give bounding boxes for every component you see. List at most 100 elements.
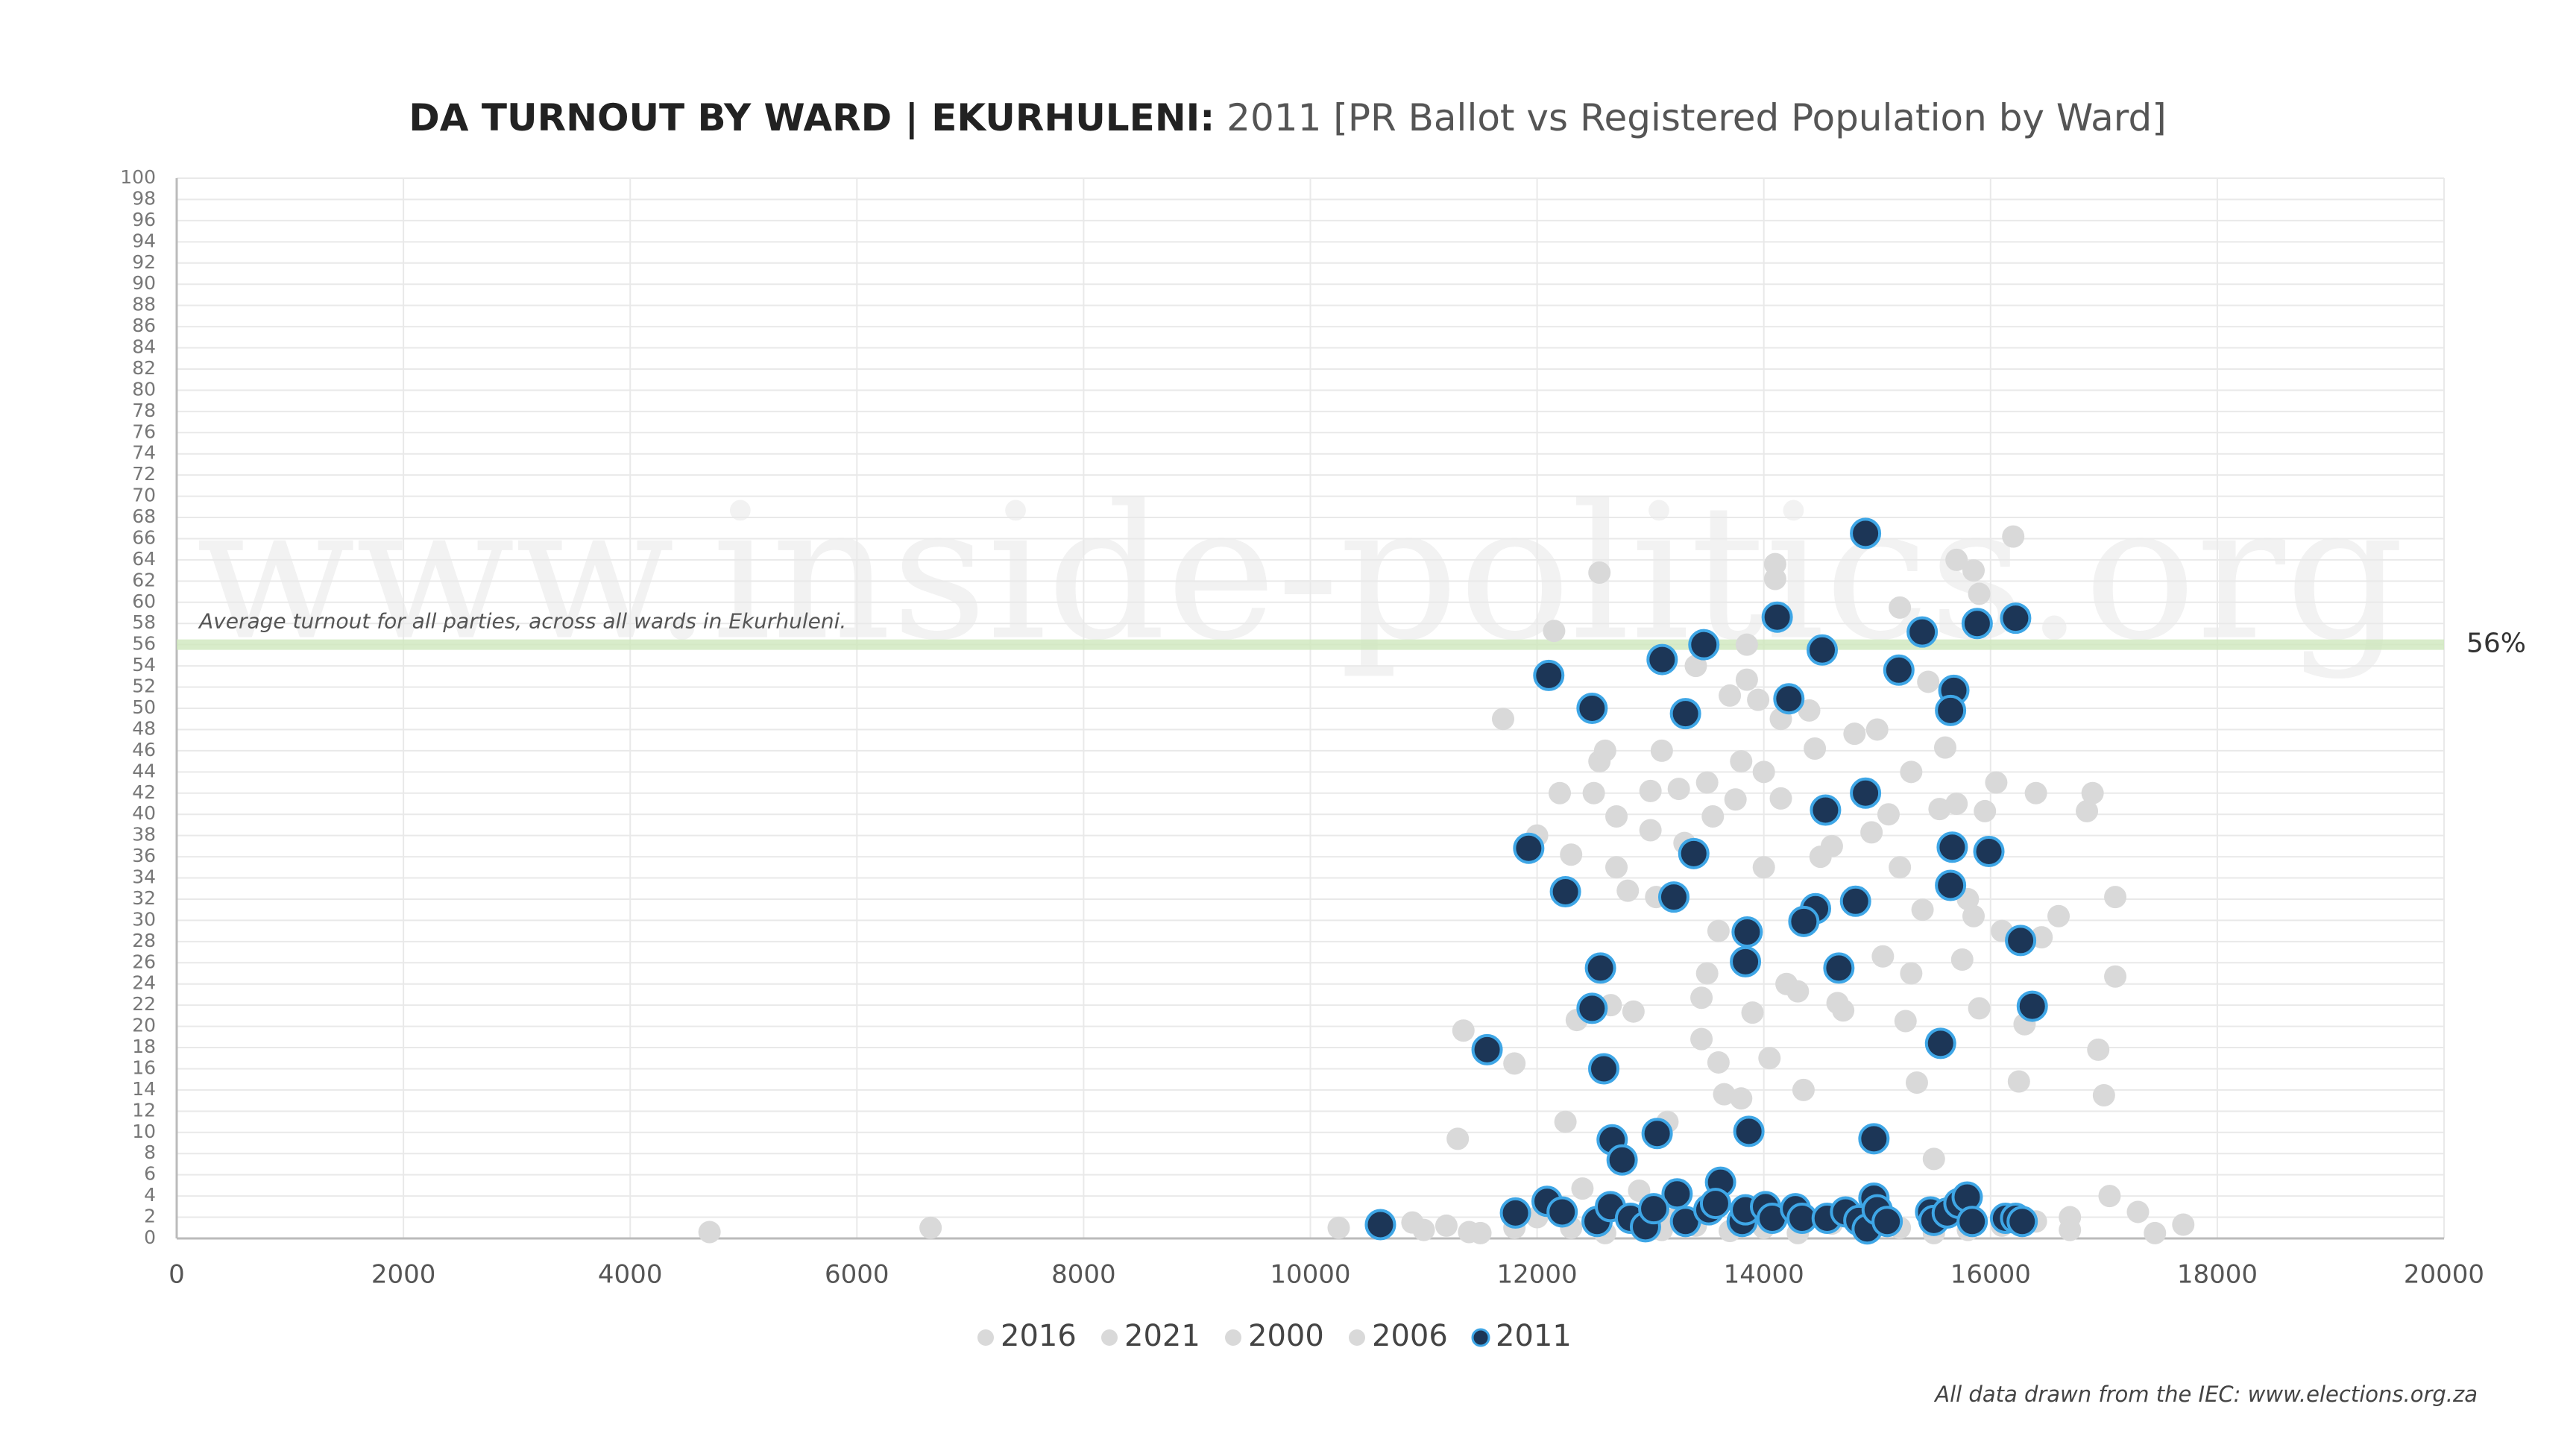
data-point	[1690, 1027, 1713, 1051]
data-point	[1491, 708, 1514, 731]
y-tick-label: 88	[132, 294, 156, 315]
data-point	[1650, 739, 1673, 762]
y-tick-label: 56	[132, 633, 156, 655]
y-tick-label: 64	[132, 548, 156, 570]
y-tick-label: 12	[132, 1099, 156, 1121]
data-point	[1616, 879, 1640, 902]
data-point	[1688, 629, 1720, 661]
data-point	[1924, 1027, 1956, 1059]
data-point	[1839, 885, 1871, 917]
x-tick-label: 8000	[1051, 1260, 1116, 1290]
data-point	[1871, 1206, 1903, 1238]
y-tick-label: 60	[132, 591, 156, 612]
y-tick-label: 96	[132, 209, 156, 230]
legend-label: 2011	[1496, 1319, 1572, 1353]
data-point	[1638, 1193, 1670, 1225]
data-point	[1713, 1083, 1736, 1106]
data-point	[1865, 718, 1889, 741]
y-tick-label: 72	[132, 463, 156, 485]
data-point	[1719, 684, 1742, 707]
data-point	[2047, 904, 2070, 928]
x-tick-label: 16000	[1950, 1260, 2031, 1290]
data-point	[1549, 781, 1572, 804]
y-tick-label: 48	[132, 717, 156, 739]
data-point	[1735, 633, 1758, 656]
data-point	[1889, 856, 1912, 879]
data-point	[1513, 832, 1545, 864]
chart-title-group: DA TURNOUT BY WARD | EKURHULENI: 2011 [P…	[409, 96, 2166, 139]
y-tick-label: 54	[132, 654, 156, 676]
y-tick-label: 58	[132, 611, 156, 633]
data-point	[1669, 698, 1701, 730]
data-point	[1900, 760, 1923, 784]
x-tick-label: 18000	[2177, 1260, 2258, 1290]
chart-title: DA TURNOUT BY WARD | EKURHULENI:	[409, 96, 1215, 139]
data-point	[1588, 1053, 1620, 1085]
data-point	[1911, 898, 1934, 922]
data-point	[1560, 843, 1583, 866]
data-point	[1701, 805, 1725, 828]
data-point	[2006, 1206, 2038, 1238]
y-tick-label: 38	[132, 824, 156, 845]
data-point	[1469, 1221, 1492, 1244]
data-point	[1646, 643, 1678, 676]
y-tick-label: 16	[132, 1056, 156, 1078]
x-tick-label: 14000	[1724, 1260, 1804, 1290]
y-tick-label: 44	[132, 760, 156, 781]
data-point	[1968, 997, 1991, 1020]
data-point	[1741, 1001, 1764, 1024]
data-point	[2000, 602, 2032, 634]
data-point	[1446, 1127, 1470, 1150]
data-point	[1950, 948, 1974, 971]
data-point	[1961, 608, 1993, 640]
data-point	[1807, 634, 1839, 666]
y-tick-label: 52	[132, 676, 156, 697]
data-point	[1503, 1052, 1526, 1075]
data-point	[1735, 668, 1758, 691]
data-point	[1684, 655, 1707, 678]
data-point	[1639, 819, 1662, 842]
data-point	[1731, 916, 1763, 948]
data-point	[1928, 798, 1951, 821]
data-point	[1752, 760, 1775, 784]
data-point	[2081, 781, 2104, 804]
data-point	[1730, 750, 1753, 773]
data-point	[919, 1216, 942, 1239]
data-point	[1724, 788, 1747, 811]
data-point	[1883, 654, 1915, 686]
data-point	[1641, 1118, 1673, 1150]
data-point	[1804, 737, 1827, 760]
legend-label: 2000	[1248, 1319, 1324, 1353]
data-point	[1962, 904, 1985, 928]
x-tick-label: 6000	[825, 1260, 889, 1290]
y-tick-label: 24	[132, 972, 156, 994]
data-point	[1452, 1019, 1475, 1042]
data-point	[1678, 837, 1710, 869]
legend-label: 2021	[1124, 1319, 1200, 1353]
data-point	[1962, 559, 1985, 582]
x-tick-label: 4000	[598, 1260, 663, 1290]
data-point	[1763, 567, 1786, 591]
y-tick-label: 22	[132, 993, 156, 1015]
data-point	[1877, 803, 1900, 826]
data-point	[698, 1221, 721, 1244]
data-point	[1810, 794, 1842, 826]
data-point	[2016, 990, 2048, 1022]
data-point	[1935, 694, 1967, 726]
data-point	[1622, 1000, 1645, 1023]
data-point	[1582, 781, 1605, 804]
y-tick-label: 36	[132, 845, 156, 866]
data-point	[1769, 787, 1792, 810]
data-point	[1968, 582, 1991, 605]
data-point	[1871, 945, 1895, 968]
data-point	[1730, 1087, 1753, 1110]
data-point	[2007, 1070, 2030, 1093]
data-point	[1752, 856, 1775, 879]
data-point	[1690, 986, 1713, 1010]
data-point	[1699, 1188, 1731, 1220]
y-tick-label: 82	[132, 357, 156, 379]
y-tick-label: 46	[132, 739, 156, 760]
reference-note: Average turnout for all parties, across …	[198, 609, 846, 634]
data-point	[1657, 881, 1689, 913]
